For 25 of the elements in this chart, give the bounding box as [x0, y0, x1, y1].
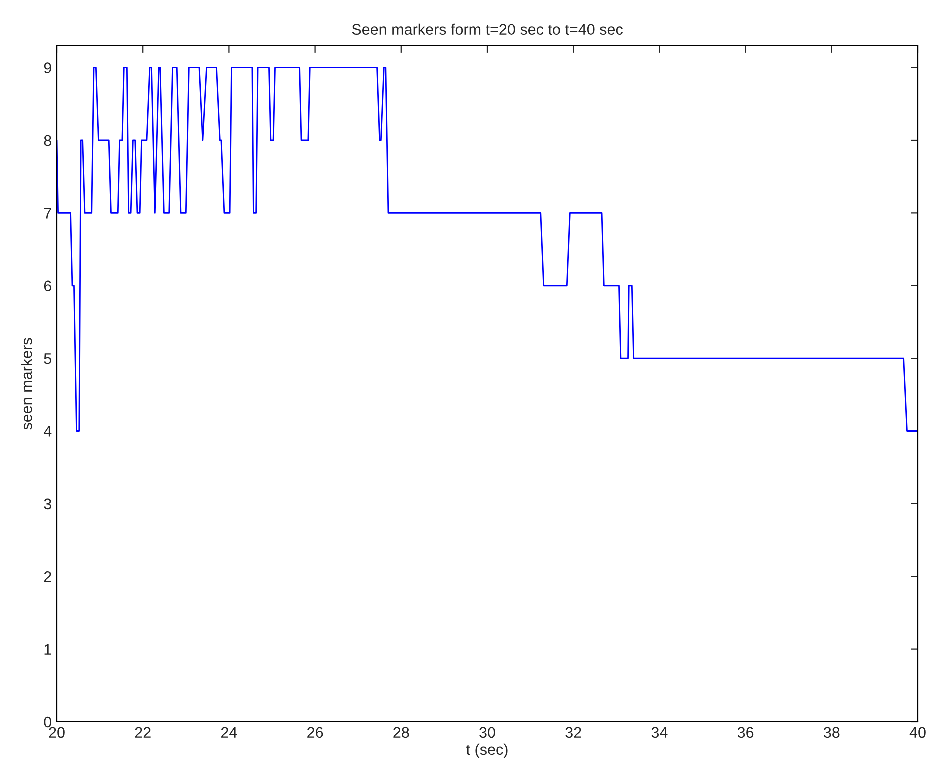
x-tick-label: 20 [49, 727, 65, 738]
y-tick-label: 4 [44, 426, 52, 437]
y-axis-title: seen markers [21, 338, 32, 430]
y-tick-label: 0 [44, 716, 52, 728]
y-tick-label: 7 [44, 208, 52, 219]
x-axis-title: t (sec) [466, 744, 508, 758]
x-tick-label: 36 [738, 727, 754, 738]
y-tick-label: 3 [44, 498, 52, 510]
y-tick-label: 2 [44, 571, 52, 582]
line-series [57, 67, 918, 432]
x-tick-label: 28 [394, 727, 410, 738]
y-tick-label: 1 [44, 644, 52, 655]
x-tick-label: 38 [824, 727, 840, 738]
y-tick-label: 8 [44, 135, 52, 146]
x-tick-label: 26 [308, 727, 324, 738]
y-tick-label: 6 [44, 280, 52, 292]
x-tick-label: 34 [652, 727, 668, 738]
x-tick-label: 24 [221, 727, 238, 738]
y-tick-label: 5 [44, 354, 52, 364]
x-tick-label: 30 [480, 727, 496, 738]
y-tick-label: 9 [44, 62, 52, 74]
x-tick-label: 40 [910, 727, 926, 738]
x-tick-label: 22 [135, 727, 151, 738]
x-tick-label: 32 [566, 727, 582, 738]
chart-title: Seen markers form t=20 sec to t=40 sec [352, 24, 623, 36]
